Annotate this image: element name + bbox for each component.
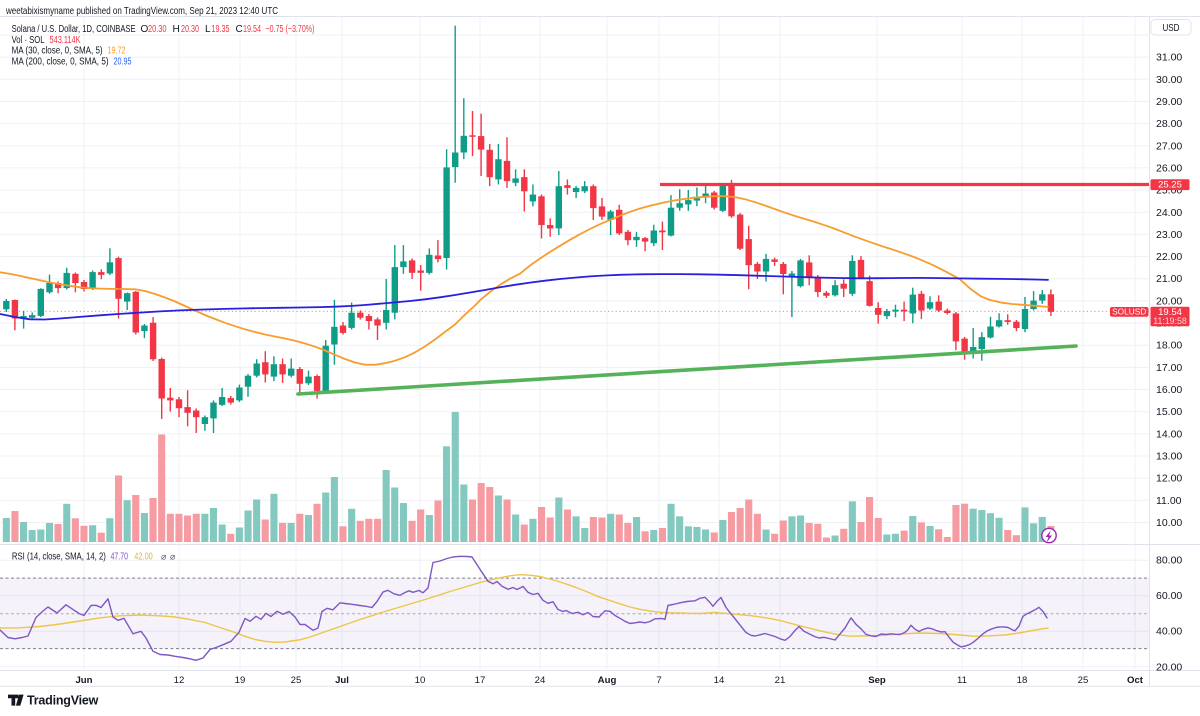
- svg-text:TradingView: TradingView: [27, 694, 99, 708]
- svg-text:−0.75 (−3.70%): −0.75 (−3.70%): [266, 24, 315, 35]
- svg-text:20.95: 20.95: [114, 56, 132, 67]
- svg-text:Jun: Jun: [75, 675, 92, 686]
- svg-text:10.00: 10.00: [1156, 517, 1182, 529]
- svg-text:20.30: 20.30: [181, 24, 199, 35]
- svg-text:USD: USD: [1163, 23, 1180, 34]
- svg-text:⌀: ⌀: [161, 552, 167, 562]
- svg-text:20.30: 20.30: [148, 24, 167, 35]
- svg-text:L: L: [205, 24, 211, 35]
- svg-text:Sep: Sep: [868, 675, 886, 686]
- svg-text:14: 14: [714, 675, 725, 686]
- svg-text:Oct: Oct: [1127, 675, 1144, 686]
- svg-text:25: 25: [1078, 675, 1089, 686]
- svg-text:Vol · SOL: Vol · SOL: [12, 35, 45, 46]
- svg-text:RSI (14, close, SMA, 14, 2): RSI (14, close, SMA, 14, 2): [12, 552, 106, 563]
- svg-text:31.00: 31.00: [1156, 52, 1182, 64]
- svg-text:42.00: 42.00: [134, 552, 153, 563]
- svg-text:19.35: 19.35: [212, 24, 230, 35]
- svg-text:21: 21: [775, 675, 786, 686]
- svg-text:17: 17: [475, 675, 486, 686]
- svg-text:30.00: 30.00: [1156, 74, 1182, 86]
- svg-text:60.00: 60.00: [1156, 590, 1182, 602]
- svg-text:19.54: 19.54: [243, 24, 261, 35]
- svg-text:47.70: 47.70: [111, 552, 129, 563]
- svg-text:MA (30, close, 0, SMA, 5): MA (30, close, 0, SMA, 5): [12, 46, 103, 57]
- svg-text:17.00: 17.00: [1156, 362, 1182, 374]
- svg-text:11: 11: [957, 675, 967, 686]
- svg-text:O: O: [141, 24, 149, 35]
- svg-text:24: 24: [535, 675, 546, 686]
- svg-text:19: 19: [235, 675, 246, 686]
- svg-text:543.114K: 543.114K: [50, 35, 81, 46]
- svg-text:⌀: ⌀: [170, 552, 176, 562]
- svg-text:15.00: 15.00: [1156, 406, 1182, 418]
- svg-text:25: 25: [291, 675, 302, 686]
- svg-text:weetabixismyname published on: weetabixismyname published on TradingVie…: [5, 5, 278, 17]
- svg-text:13.00: 13.00: [1156, 451, 1182, 463]
- svg-text:80.00: 80.00: [1156, 555, 1182, 567]
- svg-text:27.00: 27.00: [1156, 140, 1182, 152]
- svg-text:Aug: Aug: [598, 675, 617, 686]
- svg-text:22.00: 22.00: [1156, 251, 1182, 263]
- svg-text:7: 7: [656, 675, 661, 686]
- svg-text:19.72: 19.72: [108, 46, 126, 57]
- svg-text:Jul: Jul: [335, 675, 349, 686]
- svg-text:10: 10: [415, 675, 426, 686]
- svg-text:Solana / U.S. Dollar, 1D, COIN: Solana / U.S. Dollar, 1D, COINBASE: [12, 24, 136, 35]
- svg-text:29.00: 29.00: [1156, 96, 1182, 108]
- svg-text:25.25: 25.25: [1158, 180, 1182, 191]
- svg-text:SOLUSD: SOLUSD: [1112, 307, 1146, 317]
- svg-text:12.00: 12.00: [1156, 473, 1182, 485]
- svg-text:18.00: 18.00: [1156, 340, 1182, 352]
- svg-text:23.00: 23.00: [1156, 229, 1182, 241]
- svg-text:18: 18: [1017, 675, 1028, 686]
- svg-text:26.00: 26.00: [1156, 162, 1182, 174]
- svg-text:MA (200, close, 0, SMA, 5): MA (200, close, 0, SMA, 5): [12, 56, 109, 67]
- svg-text:C: C: [236, 24, 243, 35]
- svg-text:21.00: 21.00: [1156, 273, 1182, 285]
- svg-text:19.54: 19.54: [1158, 307, 1182, 318]
- svg-text:24.00: 24.00: [1156, 207, 1182, 219]
- svg-text:11:19:58: 11:19:58: [1153, 316, 1187, 326]
- svg-text:40.00: 40.00: [1156, 626, 1182, 638]
- svg-text:H: H: [173, 24, 180, 35]
- svg-text:14.00: 14.00: [1156, 428, 1182, 440]
- svg-text:12: 12: [174, 675, 185, 686]
- svg-text:28.00: 28.00: [1156, 118, 1182, 130]
- svg-text:16.00: 16.00: [1156, 384, 1182, 396]
- svg-text:20.00: 20.00: [1156, 661, 1182, 673]
- svg-text:11.00: 11.00: [1156, 495, 1182, 507]
- svg-text:20.00: 20.00: [1156, 295, 1182, 307]
